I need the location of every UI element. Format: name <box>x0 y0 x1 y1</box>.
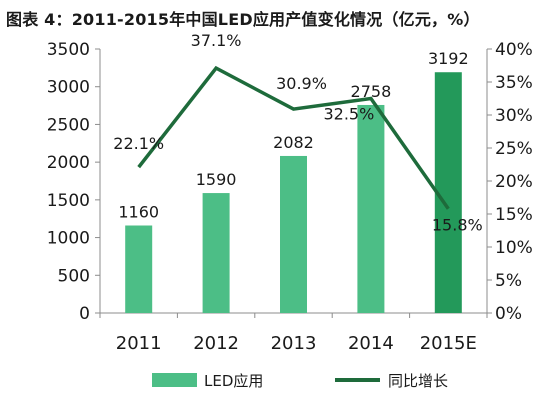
left-tick-label: 2500 <box>47 115 90 135</box>
left-tick-label: 1500 <box>47 191 90 211</box>
line-value-label: 37.1% <box>191 31 242 50</box>
growth-line <box>137 65 450 210</box>
right-tick-label: 15% <box>495 205 533 225</box>
legend-bar-label: LED应用 <box>204 372 263 390</box>
line-value-label: 22.1% <box>113 134 164 153</box>
bar <box>434 72 462 314</box>
bar <box>202 193 230 313</box>
right-tick-label: 0% <box>495 304 522 324</box>
line-value-label: 30.9% <box>276 74 327 93</box>
right-tick-label: 20% <box>495 172 533 192</box>
bar-value-label: 1590 <box>196 170 237 189</box>
x-tick-label: 2015E <box>420 333 477 354</box>
line-value-label: 15.8% <box>432 216 483 235</box>
right-tick-label: 35% <box>495 73 533 93</box>
left-tick-label: 3500 <box>47 40 90 60</box>
x-tick-label: 2012 <box>193 333 239 354</box>
bar-value-label: 2758 <box>351 82 392 101</box>
bar-value-label: 1160 <box>118 203 159 222</box>
right-tick-label: 25% <box>495 139 533 159</box>
right-tick-label: 10% <box>495 238 533 258</box>
left-tick-label: 0 <box>79 304 90 324</box>
bar-value-label: 2082 <box>273 133 314 152</box>
left-tick-label: 500 <box>58 266 90 286</box>
chart-title: 图表 4：2011-2015年中国LED应用产值变化情况（亿元，%） <box>6 10 480 29</box>
right-tick-label: 30% <box>495 106 533 126</box>
x-tick-label: 2013 <box>271 333 317 354</box>
left-tick-label: 2000 <box>47 153 90 173</box>
x-tick-label: 2011 <box>116 333 162 354</box>
left-tick-label: 1000 <box>47 229 90 249</box>
line-value-label: 32.5% <box>323 105 374 124</box>
bar <box>357 104 385 313</box>
legend-line-label: 同比增长 <box>388 372 448 390</box>
bar <box>125 225 153 313</box>
right-tick-label: 40% <box>495 40 533 60</box>
plot-area: 0 500 1000 1500 2000 2500 3000 3500 0% 5% 10% 15% 20… <box>47 31 533 390</box>
x-tick-label: 2014 <box>348 333 394 354</box>
left-tick-label: 3000 <box>47 78 90 98</box>
bar <box>280 155 307 313</box>
right-tick-label: 5% <box>495 271 522 291</box>
legend-bar-swatch <box>152 373 197 387</box>
bar-value-label: 3192 <box>428 49 469 68</box>
